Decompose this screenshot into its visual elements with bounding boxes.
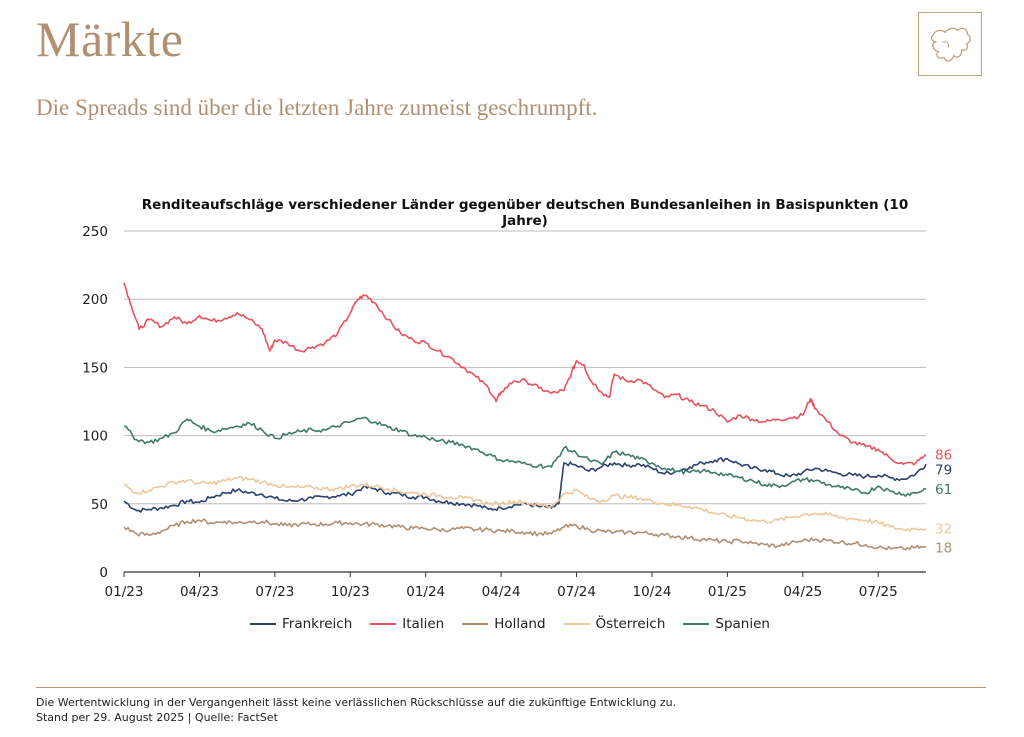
y-tick-label: 150 bbox=[82, 360, 108, 376]
x-tick-label: 07/25 bbox=[859, 584, 898, 600]
legend-swatch bbox=[563, 622, 590, 626]
footer-divider bbox=[36, 687, 986, 688]
series-line-italien bbox=[123, 282, 927, 466]
axes: 0 50 100 150 200 250 01/23 04/23 07/23 10/23 01/24… bbox=[82, 224, 926, 600]
y-tick-label: 0 bbox=[99, 565, 108, 581]
legend-label: Frankreich bbox=[282, 616, 353, 632]
series-line-österreich bbox=[123, 475, 927, 532]
y-tick-label: 100 bbox=[82, 429, 108, 445]
x-tick-label: 10/23 bbox=[331, 584, 370, 600]
brand-logo bbox=[918, 12, 982, 76]
legend-label: Österreich bbox=[595, 616, 666, 632]
legend-swatch bbox=[250, 622, 276, 626]
legend-label: Italien bbox=[402, 616, 445, 632]
x-tick-label: 07/24 bbox=[557, 584, 596, 600]
x-tick-label: 10/24 bbox=[633, 584, 672, 600]
series-line-frankreich bbox=[123, 457, 927, 513]
end-label: 18 bbox=[935, 540, 952, 556]
page-title: Märkte bbox=[36, 11, 184, 67]
legend-label: Holland bbox=[494, 616, 546, 632]
legend-item-österreich: Österreich bbox=[563, 616, 666, 632]
y-tick-label: 50 bbox=[91, 497, 108, 513]
end-label: 79 bbox=[935, 463, 952, 479]
x-tick-label: 04/24 bbox=[482, 584, 521, 600]
y-tick-label: 200 bbox=[82, 292, 108, 308]
series-lines bbox=[123, 282, 927, 551]
x-tick-label: 01/24 bbox=[406, 584, 445, 600]
x-tick-label: 07/23 bbox=[255, 584, 294, 600]
x-tick-label: 04/25 bbox=[783, 584, 822, 600]
series-line-holland bbox=[123, 518, 927, 551]
legend-swatch bbox=[683, 622, 710, 626]
legend-item-spanien: Spanien bbox=[683, 616, 770, 632]
end-label: 32 bbox=[935, 521, 952, 537]
source-text: Stand per 29. August 2025 | Quelle: Fact… bbox=[36, 711, 278, 724]
series-line-spanien bbox=[123, 416, 927, 497]
legend-item-frankreich: Frankreich bbox=[250, 616, 352, 632]
y-tick-label: 250 bbox=[82, 224, 108, 240]
disclaimer-text: Die Wertentwicklung in der Vergangenheit… bbox=[36, 696, 677, 709]
chart-legend: Frankreich Italien Holland Österreich Spanie… bbox=[250, 616, 770, 632]
legend-label: Spanien bbox=[715, 616, 770, 632]
end-label: 61 bbox=[935, 482, 952, 498]
legend-swatch bbox=[370, 622, 397, 626]
legend-item-holland: Holland bbox=[462, 616, 546, 632]
x-tick-label: 04/23 bbox=[180, 584, 219, 600]
legend-item-italien: Italien bbox=[370, 616, 444, 632]
end-label: 86 bbox=[935, 448, 952, 464]
x-tick-label: 01/23 bbox=[105, 584, 144, 600]
legend-swatch bbox=[462, 622, 489, 626]
chart-title: Renditeaufschläge verschiedener Länder g… bbox=[141, 197, 909, 229]
x-tick-label: 01/25 bbox=[708, 584, 747, 600]
map-outline-icon bbox=[930, 27, 971, 62]
page-subtitle: Die Spreads sind über die letzten Jahre … bbox=[36, 95, 598, 120]
